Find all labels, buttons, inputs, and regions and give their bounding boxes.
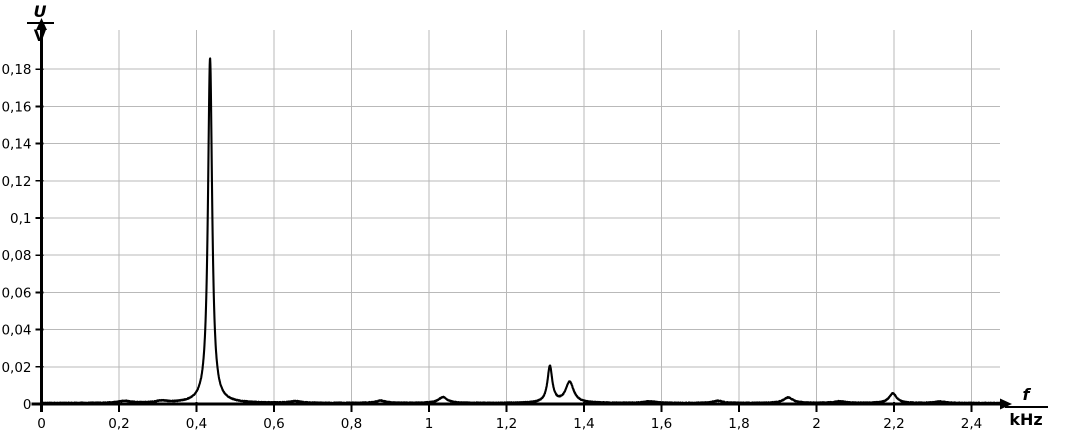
y-axis-title: U V [27, 2, 54, 45]
y-tick-label: 0,06 [1, 285, 31, 301]
x-axis-arrow [1000, 398, 1012, 410]
x-tick-label: 0,2 [108, 416, 129, 431]
x-tick-label: 0,4 [186, 416, 207, 431]
x-tick-labels: 0 0,2 0,4 0,6 0,8 1 1,2 1,4 1,6 1,8 2 2,2 2,4 [37, 416, 982, 431]
y-tick-label: 0,04 [1, 323, 31, 339]
x-tick-label: 2,4 [961, 416, 982, 431]
x-gridlines [118, 30, 972, 404]
y-gridlines [41, 68, 1000, 368]
x-axis-title: f kHz [1005, 385, 1048, 429]
y-tick-label: 0,12 [1, 174, 31, 190]
x-tick-label: 2,2 [883, 416, 904, 431]
x-axis-title-denominator: kHz [1009, 410, 1042, 429]
x-axis-title-numerator: f [1023, 385, 1032, 404]
y-tick-label: 0,02 [1, 360, 31, 376]
y-tick-label: 0,08 [1, 248, 31, 264]
y-tick-label: 0,14 [1, 137, 31, 153]
y-tick-label: 0 [23, 397, 32, 413]
x-tick-label: 1,8 [728, 416, 749, 431]
spectrum-curve [40, 57, 1002, 405]
x-tick-label: 0,8 [341, 416, 362, 431]
y-tick-label: 0,16 [1, 99, 31, 115]
x-tick-label: 0,6 [263, 416, 284, 431]
y-tick-label: 0,18 [1, 62, 31, 78]
x-tick-label: 1,6 [651, 416, 672, 431]
x-tick-label: 1,2 [496, 416, 517, 431]
x-tick-label: 1 [425, 416, 434, 431]
y-axis-title-denominator: V [34, 26, 47, 45]
x-tick-label: 2 [812, 416, 821, 431]
x-tick-label: 1,4 [573, 416, 594, 431]
x-tick-label: 0 [37, 416, 46, 431]
y-axis-title-numerator: U [34, 2, 47, 21]
y-tick-labels: 0 0,02 0,04 0,06 0,08 0,1 0,12 0,14 0,16 0,18 [1, 62, 31, 413]
y-tick-label: 0,1 [10, 211, 31, 227]
